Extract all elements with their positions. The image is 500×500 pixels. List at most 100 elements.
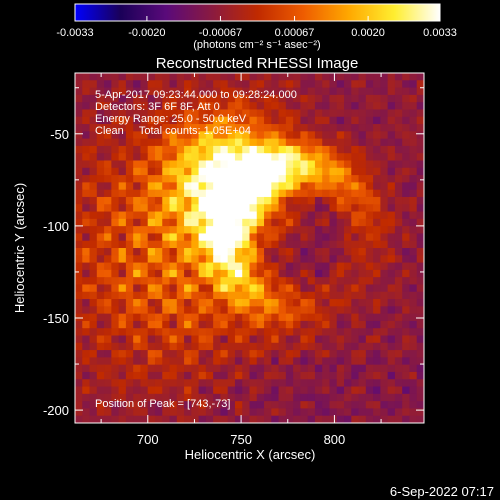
heatmap-cell xyxy=(162,87,171,96)
heatmap-cell xyxy=(133,87,142,96)
heatmap-cell xyxy=(111,218,120,227)
heatmap-cell xyxy=(300,350,309,358)
heatmap-cell xyxy=(314,189,323,198)
heatmap-cell xyxy=(394,401,403,410)
heatmap-cell xyxy=(234,73,243,81)
heatmap-cell xyxy=(242,248,251,256)
heatmap-cell xyxy=(249,350,258,358)
heatmap-cell xyxy=(227,218,236,227)
heatmap-cell xyxy=(314,269,323,278)
heatmap-cell xyxy=(278,109,287,118)
heatmap-cell xyxy=(176,73,185,81)
heatmap-cell xyxy=(307,153,316,162)
heatmap-cell xyxy=(89,138,98,147)
heatmap-cell xyxy=(191,313,200,322)
heatmap-cell xyxy=(344,371,352,380)
heatmap-cell xyxy=(300,313,309,322)
heatmap-cell xyxy=(147,262,156,271)
heatmap-cell xyxy=(96,189,105,198)
heatmap-cell xyxy=(256,167,265,176)
heatmap-cell xyxy=(322,299,331,307)
heatmap-cell xyxy=(336,401,345,410)
heatmap-cell xyxy=(133,299,142,307)
heatmap-cell xyxy=(278,357,287,366)
heatmap-cell xyxy=(118,189,127,198)
heatmap-cell xyxy=(394,393,403,402)
heatmap-cell xyxy=(191,262,200,271)
heatmap-cell xyxy=(198,138,207,147)
heatmap-cell xyxy=(162,153,171,162)
heatmap-cell xyxy=(198,277,207,286)
heatmap-cell xyxy=(213,124,222,132)
heatmap-cell xyxy=(373,145,381,154)
heatmap-cell xyxy=(336,269,345,278)
heatmap-cell xyxy=(104,131,112,140)
heatmap-cell xyxy=(394,204,403,213)
heatmap-cell xyxy=(133,386,142,395)
heatmap-cell xyxy=(307,328,316,337)
heatmap-cell xyxy=(380,131,389,140)
x-tick-label: 750 xyxy=(230,432,252,447)
heatmap-cell xyxy=(220,175,229,183)
heatmap-cell xyxy=(227,277,236,286)
heatmap-cell xyxy=(373,218,381,227)
heatmap-cell xyxy=(234,175,243,183)
heatmap-cell xyxy=(234,218,243,227)
heatmap-cell xyxy=(176,218,185,227)
heatmap-cell xyxy=(125,401,134,410)
heatmap-cell xyxy=(264,269,272,278)
heatmap-cell xyxy=(264,364,272,373)
heatmap-cell xyxy=(380,94,389,103)
heatmap-cell xyxy=(75,401,83,410)
heatmap-cell xyxy=(96,313,105,322)
heatmap-cell xyxy=(373,80,381,89)
heatmap-cell xyxy=(264,306,272,315)
heatmap-cell xyxy=(125,386,134,395)
heatmap-cell xyxy=(89,284,98,293)
heatmap-cell xyxy=(365,167,374,176)
heatmap-cell xyxy=(169,160,178,169)
heatmap-cell xyxy=(394,371,403,380)
heatmap-cell xyxy=(147,80,156,89)
colorbar-tick-label: 0.00067 xyxy=(275,27,315,39)
heatmap-cell xyxy=(184,284,192,293)
heatmap-cell xyxy=(387,328,396,337)
heatmap-cell xyxy=(278,116,287,125)
heatmap-cell xyxy=(220,102,229,111)
heatmap-cell xyxy=(234,284,243,293)
heatmap-cell xyxy=(409,306,418,315)
heatmap-cell xyxy=(336,306,345,315)
heatmap-cell xyxy=(365,335,374,344)
heatmap-cell xyxy=(409,291,418,300)
heatmap-cell xyxy=(322,80,331,89)
heatmap-cell xyxy=(336,196,345,205)
heatmap-cell xyxy=(256,233,265,242)
colorbar-tick-label: 0.0033 xyxy=(423,27,457,39)
heatmap-cell xyxy=(256,284,265,293)
heatmap-cell xyxy=(96,240,105,249)
heatmap-cell xyxy=(373,102,381,111)
heatmap-cell xyxy=(300,364,309,373)
heatmap-cell xyxy=(344,255,352,264)
heatmap-cell xyxy=(75,94,83,103)
heatmap-cell xyxy=(249,73,258,81)
heatmap-cell xyxy=(147,175,156,183)
heatmap-cell xyxy=(249,196,258,205)
heatmap-cell xyxy=(162,240,171,249)
heatmap-cell xyxy=(358,401,367,410)
heatmap-cell xyxy=(329,248,338,256)
heatmap-cell xyxy=(314,218,323,227)
heatmap-cell xyxy=(409,182,418,191)
heatmap-cell xyxy=(351,160,360,169)
heatmap-cell xyxy=(234,102,243,111)
heatmap-cell xyxy=(154,218,163,227)
heatmap-cell xyxy=(293,401,301,410)
heatmap-cell xyxy=(75,357,83,366)
heatmap-cell xyxy=(227,73,236,81)
heatmap-cell xyxy=(249,218,258,227)
heatmap-cell xyxy=(300,182,309,191)
heatmap-cell xyxy=(89,269,98,278)
heatmap-cell xyxy=(162,284,171,293)
heatmap-cell xyxy=(118,73,127,81)
heatmap-cell xyxy=(402,248,411,256)
